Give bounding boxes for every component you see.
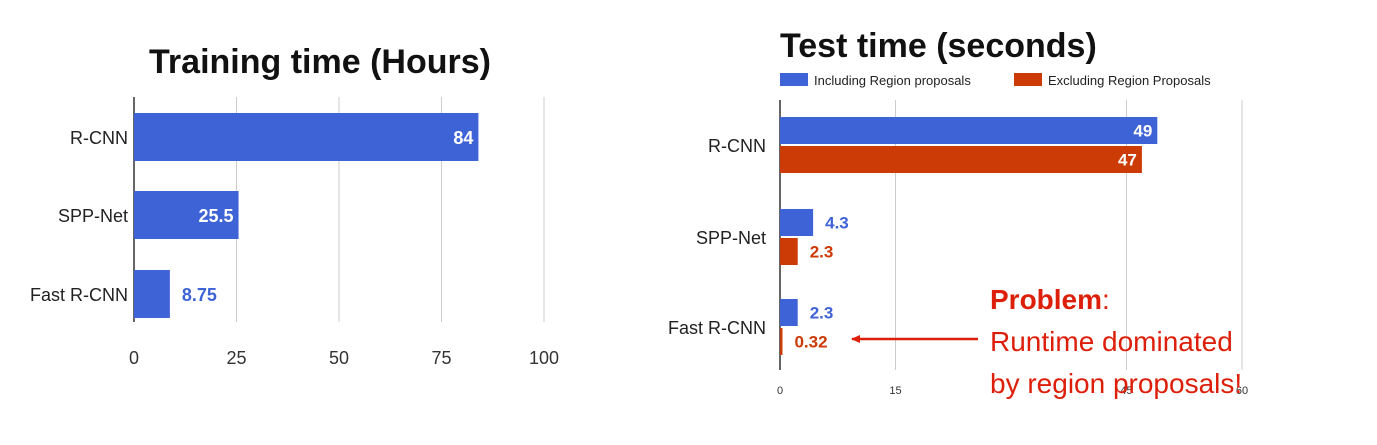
training-category-label: Fast R-CNN	[30, 285, 128, 305]
test-category-label: Fast R-CNN	[668, 318, 766, 338]
test-bar-r-cnn-excluding	[780, 146, 1142, 173]
training-bar-fast-r-cnn	[134, 270, 170, 318]
legend-swatch-including	[780, 73, 808, 86]
legend-swatch-excluding	[1014, 73, 1042, 86]
training-chart-title: Training time (Hours)	[149, 43, 491, 81]
test-bar-r-cnn-including	[780, 117, 1158, 144]
test-x-tick-label: 45	[1120, 385, 1132, 397]
training-x-tick-label: 50	[329, 348, 349, 368]
training-x-ticks: 0 25 50 75 100	[129, 348, 559, 368]
test-categories: R-CNN SPP-Net Fast R-CNN	[668, 136, 766, 338]
test-x-ticks: 0 15 45 60	[777, 385, 1248, 397]
legend: Including Region proposals Excluding Reg…	[780, 73, 1211, 88]
training-x-tick-label: 0	[129, 348, 139, 368]
annotation-colon: :	[1102, 284, 1110, 315]
training-bar-r-cnn	[134, 113, 479, 161]
test-category-label: R-CNN	[708, 136, 766, 156]
training-x-tick-label: 25	[226, 348, 246, 368]
test-x-tick-label: 15	[889, 385, 901, 397]
training-x-tick-label: 100	[529, 348, 559, 368]
training-data-labels: 84 25.5 8.75	[182, 128, 474, 305]
test-x-tick-label: 60	[1236, 385, 1248, 397]
training-bars	[134, 113, 479, 318]
annotation-line-2: Runtime dominated	[990, 326, 1233, 357]
annotation: Problem: Runtime dominated by region pro…	[851, 284, 1242, 399]
training-data-label: 8.75	[182, 285, 217, 305]
training-category-label: R-CNN	[70, 128, 128, 148]
test-data-labels: 49 47 4.3 2.3 2.3 0.32	[794, 122, 1152, 352]
test-bar-fast-r-cnn-including	[780, 299, 798, 326]
test-bars	[780, 117, 1158, 355]
test-data-label: 49	[1133, 122, 1152, 141]
test-category-label: SPP-Net	[696, 228, 766, 248]
annotation-line-3: by region proposals!	[990, 368, 1242, 399]
training-chart: Training time (Hours) 0 25 50 75 100 R-CNN SP…	[30, 43, 559, 368]
legend-label-excluding: Excluding Region Proposals	[1048, 73, 1211, 88]
legend-label-including: Including Region proposals	[814, 73, 971, 88]
training-category-label: SPP-Net	[58, 206, 128, 226]
annotation-line-1: Problem:	[990, 284, 1110, 315]
legend-item-excluding: Excluding Region Proposals	[1014, 73, 1211, 88]
training-data-label: 25.5	[199, 206, 234, 226]
test-x-tick-label: 0	[777, 385, 783, 397]
annotation-problem: Problem	[990, 284, 1102, 315]
test-bar-spp-net-excluding	[780, 238, 798, 265]
test-data-label: 4.3	[825, 214, 849, 233]
test-data-label: 0.32	[794, 333, 827, 352]
training-data-label: 84	[453, 128, 473, 148]
training-categories: R-CNN SPP-Net Fast R-CNN	[30, 128, 128, 305]
test-data-label: 47	[1118, 151, 1137, 170]
training-bar-spp-net	[134, 191, 239, 239]
training-x-tick-label: 75	[431, 348, 451, 368]
test-bar-spp-net-including	[780, 209, 814, 236]
legend-item-including: Including Region proposals	[780, 73, 971, 88]
test-chart-title: Test time (seconds)	[780, 27, 1097, 65]
test-data-label: 2.3	[810, 304, 834, 323]
test-data-label: 2.3	[810, 243, 834, 262]
test-bar-fast-r-cnn-excluding	[780, 328, 783, 355]
test-chart: Test time (seconds) Including Region pro…	[668, 27, 1248, 399]
